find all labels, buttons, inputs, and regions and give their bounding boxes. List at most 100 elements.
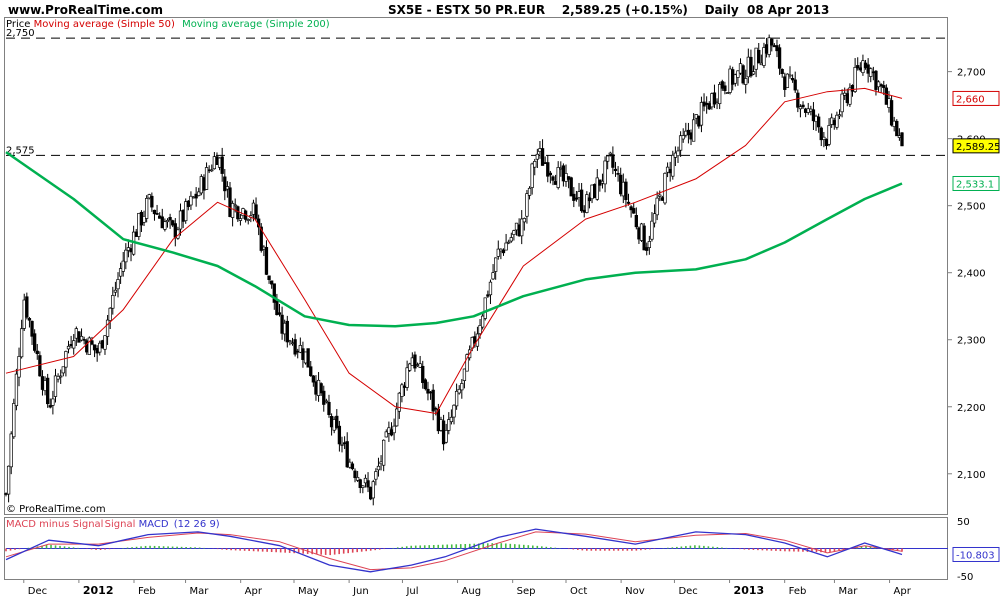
candle-body	[142, 215, 146, 223]
candle-body	[56, 375, 60, 380]
candle-body	[254, 204, 258, 219]
candle-body	[264, 247, 269, 275]
legend-macd[interactable]: MACD	[138, 519, 169, 530]
x-tick-label: Feb	[789, 586, 807, 597]
candle-body	[642, 225, 646, 251]
candle-body	[40, 376, 45, 390]
candle-body	[342, 442, 347, 445]
candle-body	[626, 201, 631, 204]
candle-body	[759, 62, 763, 66]
candle-body	[72, 340, 76, 349]
candle-body	[540, 148, 545, 166]
candle-body	[181, 210, 185, 222]
candle-body	[113, 289, 118, 293]
candle-body	[358, 479, 362, 488]
candle-body	[460, 383, 464, 391]
candle-body	[202, 177, 206, 191]
candle-body	[204, 167, 209, 190]
macd-value-label: -10.803	[956, 550, 995, 561]
candle-body	[108, 307, 112, 321]
candle-body	[465, 354, 469, 372]
candle-body	[53, 375, 58, 397]
candle-body	[363, 477, 368, 484]
candle-body	[275, 300, 279, 316]
watermark: © ProRealTime.com	[6, 504, 106, 515]
candle-body	[822, 136, 826, 140]
site-url[interactable]: www.ProRealTime.com	[8, 3, 163, 17]
candle-body	[418, 363, 422, 368]
candle-body	[660, 197, 665, 201]
candle-body	[757, 49, 761, 64]
candle-body	[689, 132, 693, 140]
candle-body	[543, 162, 547, 164]
candle-body	[150, 195, 154, 208]
candle-body	[738, 63, 743, 74]
candle-body	[163, 221, 167, 230]
reference-line-label: 2,750	[6, 28, 35, 39]
candle-body	[603, 160, 607, 185]
candle-body	[639, 223, 644, 241]
candle-body	[421, 365, 425, 383]
candle-body	[59, 375, 63, 378]
y-tick-label: 2,700	[957, 68, 986, 79]
candle-body	[152, 209, 157, 215]
candle-body	[431, 389, 435, 412]
candle-body	[77, 331, 81, 343]
candle-body	[397, 392, 401, 412]
candle-body	[569, 177, 573, 197]
candle-body	[830, 117, 834, 125]
candle-body	[566, 176, 571, 180]
candle-body	[900, 132, 904, 147]
candle-body	[4, 493, 8, 495]
candle-body	[17, 356, 21, 378]
x-tick-label: Feb	[138, 586, 156, 597]
legend-signal[interactable]: Signal	[104, 519, 136, 530]
candle-body	[262, 246, 266, 250]
candle-body	[509, 237, 513, 242]
candle-body	[126, 247, 131, 251]
ma200-marker-box	[952, 175, 1000, 191]
candle-body	[105, 319, 110, 337]
candle-body	[139, 211, 144, 226]
chart-header: SX5E - ESTX 50 PR.EUR 2,589.25 (+0.15%) …	[388, 3, 829, 17]
legend-ma200[interactable]: Moving average (Simple 200)	[182, 19, 330, 30]
candle-body	[801, 104, 805, 108]
candle-body	[296, 350, 300, 353]
candle-body	[306, 348, 310, 368]
y-tick-label: 2,400	[957, 269, 986, 280]
candle-body	[772, 45, 777, 48]
candle-body	[785, 73, 790, 88]
candle-body	[681, 135, 685, 140]
candle-body	[251, 202, 256, 215]
candle-body	[699, 102, 704, 126]
candle-body	[775, 45, 779, 52]
candle-body	[694, 114, 698, 119]
legend-macd-minus-signal[interactable]: MACD minus Signal	[6, 519, 104, 530]
legend-ma50[interactable]: Moving average (Simple 50)	[33, 19, 175, 30]
candle-body	[514, 222, 519, 231]
candle-body	[587, 197, 592, 202]
candle-body	[51, 398, 55, 406]
candle-body	[389, 429, 394, 436]
legend-macd-params: (12 26 9)	[173, 519, 220, 530]
candle-body	[874, 70, 878, 90]
candle-body	[507, 241, 511, 244]
candle-body	[652, 213, 657, 224]
candle-body	[832, 120, 836, 126]
candle-body	[9, 433, 13, 468]
candle-body	[457, 388, 461, 394]
candle-body	[441, 420, 446, 445]
x-tick-label: Jun	[352, 586, 369, 597]
candle-body	[90, 340, 94, 345]
candle-body	[118, 268, 123, 277]
candle-body	[259, 226, 263, 251]
x-tick-label: May	[298, 586, 319, 597]
reference-line-label: 2,575	[6, 145, 35, 156]
candle-body	[19, 328, 24, 358]
candle-body	[353, 470, 357, 479]
instrument-name: SX5E - ESTX 50 PR.EUR	[388, 3, 546, 17]
candle-body	[691, 119, 696, 142]
candle-body	[124, 249, 128, 263]
x-tick-label: Dec	[678, 586, 697, 597]
candle-body	[314, 381, 318, 395]
